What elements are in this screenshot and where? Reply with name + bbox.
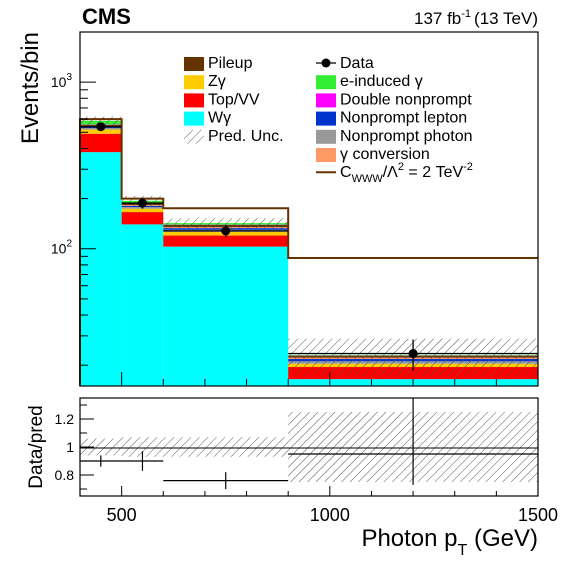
ratio-band-2 — [163, 437, 288, 457]
legend-swatch-r2 — [316, 93, 336, 107]
legend-signal-label-sub: WWW — [352, 173, 384, 185]
ratio-y-tick-label-0: 0.8 — [55, 467, 75, 483]
ratio-y-tick-label-2: 1.2 — [55, 411, 75, 427]
data-point-0 — [96, 122, 105, 131]
legend-label-l3: Wγ — [208, 110, 231, 127]
legend-label-r5: γ conversion — [340, 146, 430, 163]
legend-swatch-r3 — [316, 112, 336, 126]
main-y-tick-base-1: 10 — [51, 74, 67, 90]
stack-bar-2-1 — [122, 209, 164, 212]
data-point-2 — [221, 226, 230, 235]
legend-swatch-l0 — [184, 57, 204, 71]
legend-swatch-r1 — [316, 75, 336, 89]
legend-label-r2: Double nonprompt — [340, 91, 472, 108]
ratio-y-axis-label: Data/pred — [26, 405, 47, 488]
x-axis-label-unit: (GeV) — [467, 525, 538, 552]
stack-bar-1-0 — [80, 134, 122, 152]
stack-bar-0-2 — [163, 247, 288, 386]
legend-label-signal: CWWW/Λ2 = 2 TeV-2 — [340, 161, 473, 185]
x-axis-label-main: Photon p — [361, 525, 457, 552]
data-point-1 — [138, 199, 147, 208]
legend-label-l1: Zγ — [208, 73, 226, 90]
lumi-exponent: -1 — [461, 8, 471, 20]
legend-swatch-l3 — [184, 112, 204, 126]
legend-data-marker — [322, 59, 331, 68]
experiment-label: CMS — [82, 4, 131, 29]
energy-label: (13 TeV) — [474, 9, 538, 28]
x-tick-label-2: 1500 — [518, 505, 558, 525]
legend-swatch-r5 — [316, 148, 336, 162]
x-axis-label-sub: T — [458, 542, 468, 559]
legend-signal-label-mid: /Λ — [383, 164, 398, 181]
ratio-uncertainty-band — [80, 412, 538, 482]
main-y-tick-label-1: 103 — [51, 72, 73, 90]
legend-label-r4: Nonprompt photon — [340, 128, 473, 145]
main-y-axis-label: Events/bin — [17, 32, 44, 144]
legend-signal-label-prefix: C — [340, 164, 352, 181]
lumi-label: 137 fb-1(13 TeV) — [414, 8, 538, 28]
main-y-tick-exp-1: 3 — [66, 72, 72, 83]
ratio-y-tick-label-1: 1 — [66, 439, 74, 455]
legend-signal-label-eq: = 2 TeV — [404, 164, 463, 181]
legend-label-l0: Pileup — [208, 55, 253, 72]
lumi-value: 137 fb — [414, 9, 461, 28]
data-point-3 — [409, 349, 418, 358]
legend-swatch-l2 — [184, 93, 204, 107]
legend-label-r3: Nonprompt lepton — [340, 110, 467, 127]
ratio-y-ticks: 0.8 1 1.2 — [55, 405, 94, 489]
legend-swatch-l1 — [184, 75, 204, 89]
x-axis-label: Photon pT (GeV) — [361, 525, 538, 559]
legend-label-data: Data — [340, 55, 374, 72]
main-y-tick-label-0: 102 — [51, 239, 73, 257]
main-y-tick-exp-0: 2 — [66, 239, 72, 250]
stack-bar-0-0 — [80, 152, 122, 386]
legend-label-l2: Top/VV — [208, 91, 260, 108]
main-y-tick-base-0: 10 — [51, 241, 67, 257]
x-tick-label-1: 1000 — [310, 505, 350, 525]
stack-bar-0-1 — [122, 224, 164, 386]
legend-signal-label-sup2: -2 — [463, 161, 473, 173]
x-tick-label-0: 500 — [107, 505, 137, 525]
legend-swatch-unc — [184, 130, 204, 144]
ratio-x-ticks: 500 1000 1500 — [80, 486, 558, 525]
stack-bar-1-1 — [122, 212, 164, 224]
legend-label-unc: Pred. Unc. — [208, 128, 284, 145]
legend-swatch-r4 — [316, 130, 336, 144]
legend-label-r1: e-induced γ — [340, 73, 423, 90]
